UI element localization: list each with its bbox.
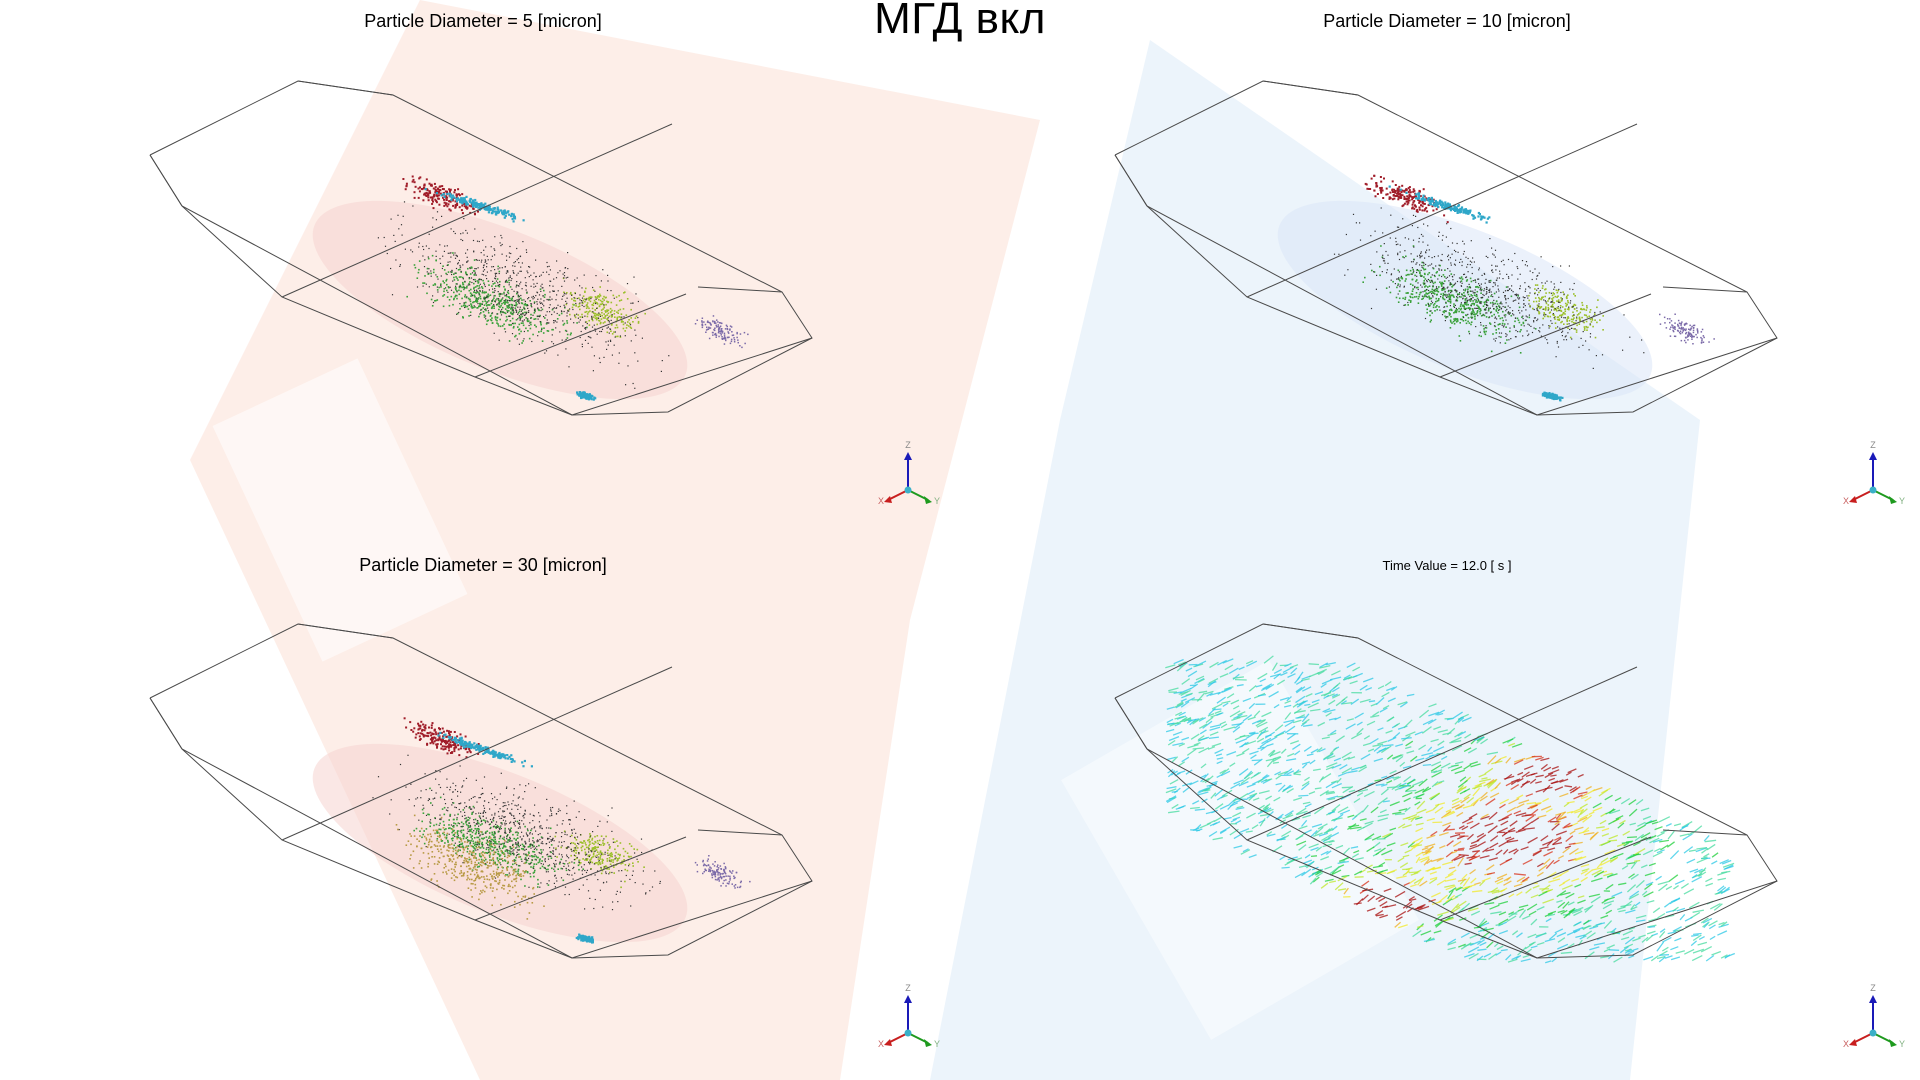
axis-triad-svg: Z X Y [878,983,940,1049]
axis-x-label: X [878,1039,884,1049]
watermark-blue-letter [1061,660,1419,1040]
axis-x-label: X [1843,1039,1849,1049]
axis-triad-svg: Z X Y [1843,440,1905,506]
axis-triad-svg: Z X Y [1843,983,1905,1049]
axis-y-label: Y [934,496,940,506]
velocity-vector-panel [1114,623,1778,964]
panel-title-30-micron: Particle Diameter = 30 [micron] [359,555,607,575]
panel-title-time-value: Time Value = 12.0 [ s ] [1382,558,1512,573]
main-title: МГД вкл [874,0,1046,43]
watermark-red-letter [212,358,468,662]
panel-title-5-micron: Particle Diameter = 5 [micron] [364,11,602,31]
axis-z-label: Z [905,440,911,450]
axis-y-label: Y [1899,1039,1905,1049]
axis-triad-bottom-right: Z X Y [1833,983,1913,1063]
particle-panel-5-micron [149,80,813,416]
axis-y-label: Y [1899,496,1905,506]
axis-z-label: Z [1870,983,1876,993]
axis-triad-top-right: Z X Y [1833,440,1913,520]
axis-z-label: Z [1870,440,1876,450]
axis-triad-bottom-left: Z X Y [868,983,948,1063]
axis-y-label: Y [934,1039,940,1049]
axis-triad-svg: Z X Y [878,440,940,506]
panel-title-10-micron: Particle Diameter = 10 [micron] [1323,11,1571,31]
particle-panel-10-micron [1114,80,1778,416]
axis-x-label: X [1843,496,1849,506]
axis-x-label: X [878,496,884,506]
axis-z-label: Z [905,983,911,993]
particle-panel-30-micron [149,623,813,959]
axis-triad-top-left: Z X Y [868,440,948,520]
